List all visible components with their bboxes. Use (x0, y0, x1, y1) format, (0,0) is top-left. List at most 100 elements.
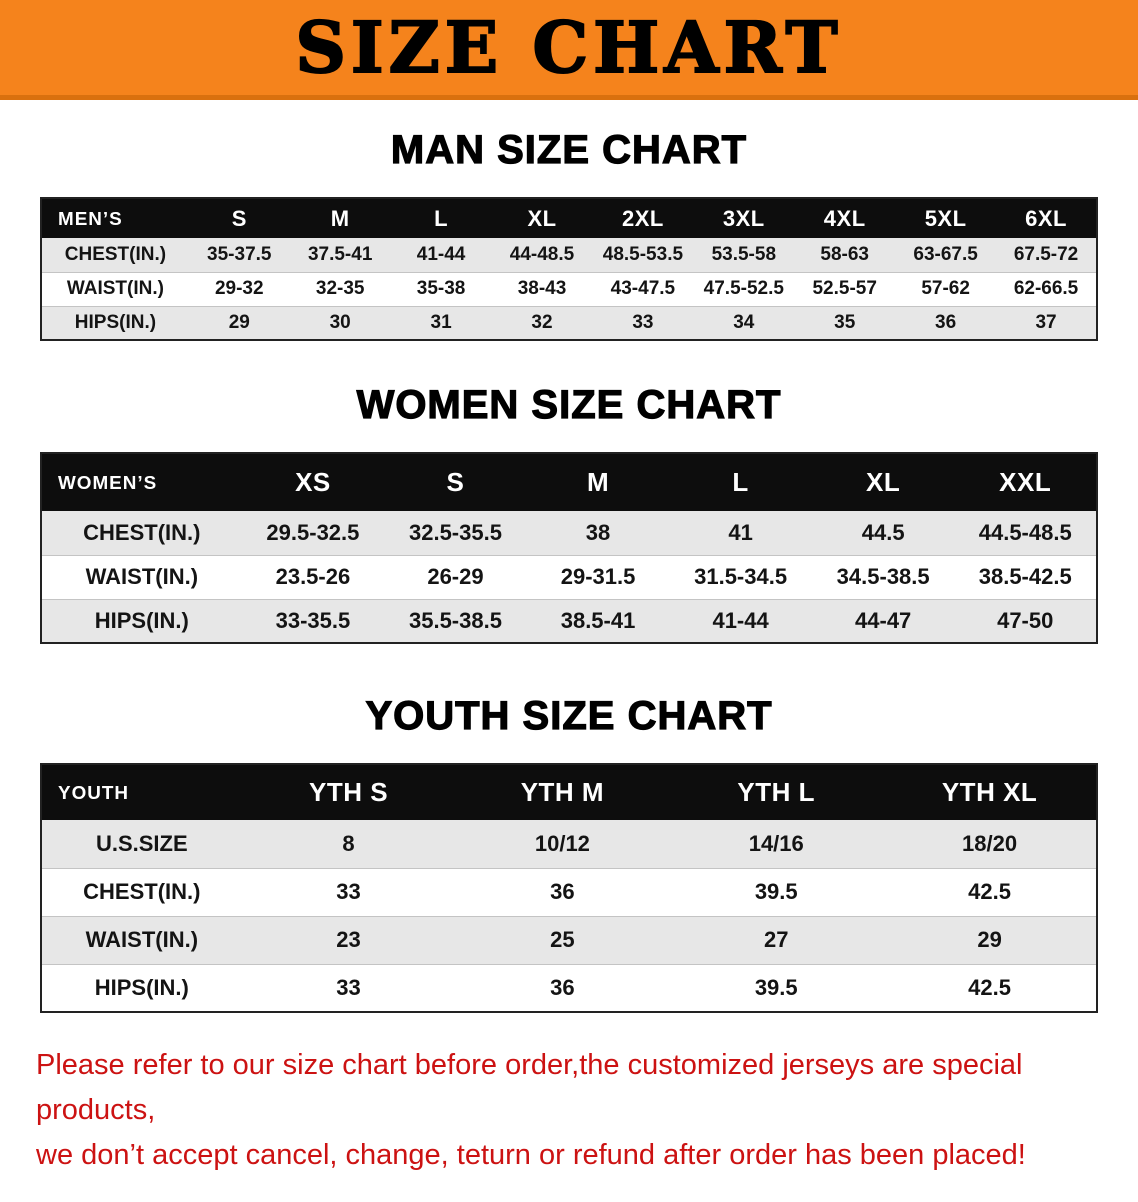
table-cell: 37 (996, 306, 1097, 341)
column-header: XL (491, 198, 593, 238)
row-label: HIPS(IN.) (41, 964, 242, 1013)
table-cell: 32-35 (289, 272, 391, 307)
header-row: YOUTH YTH S YTH M YTH L YTH XL (41, 764, 1097, 820)
header-row: MEN’S S M L XL 2XL 3XL 4XL 5XL 6XL (41, 198, 1097, 238)
table-cell: 36 (455, 964, 670, 1013)
table-cell: 44-47 (811, 599, 955, 644)
table-cell: 58-63 (794, 238, 896, 273)
table-cell: 23 (241, 916, 456, 965)
table-cell: 41-44 (669, 599, 812, 644)
row-label: U.S.SIZE (41, 820, 242, 869)
table-cell: 53.5-58 (693, 238, 795, 273)
table-cell: 42.5 (883, 868, 1097, 917)
table-cell: 25 (455, 916, 670, 965)
table-cell: 41-44 (390, 238, 492, 273)
table-cell: 31 (390, 306, 492, 341)
table-cell: 26-29 (384, 555, 527, 600)
table-cell: 47-50 (954, 599, 1097, 644)
column-header: L (390, 198, 492, 238)
table-row: HIPS(IN.) 33-35.5 35.5-38.5 38.5-41 41-44 44-… (41, 599, 1097, 644)
column-header: 5XL (895, 198, 997, 238)
table-cell: 52.5-57 (794, 272, 896, 307)
table-cell: 29.5-32.5 (241, 511, 385, 556)
header-row: WOMEN’S XS S M L XL XXL (41, 453, 1097, 511)
youth-section-heading: YOUTH SIZE CHART (365, 693, 773, 738)
table-cell: 32 (491, 306, 593, 341)
men-section: MAN SIZE CHART MEN’S S M L XL 2XL 3XL 4XL 5XL 6XL… (0, 127, 1138, 341)
row-label: WAIST(IN.) (41, 916, 242, 965)
table-cell: 31.5-34.5 (669, 555, 812, 600)
row-label: CHEST(IN.) (41, 511, 242, 556)
table-row: CHEST(IN.) 35-37.5 37.5-41 41-44 44-48.5 48.5… (41, 238, 1097, 273)
table-cell: 8 (241, 820, 456, 869)
table-cell: 34 (693, 306, 795, 341)
table-title-cell: YOUTH (41, 764, 242, 820)
table-cell: 29-32 (188, 272, 290, 307)
table-cell: 44-48.5 (491, 238, 593, 273)
column-header: 6XL (996, 198, 1097, 238)
youth-section: YOUTH SIZE CHART YOUTH YTH S YTH M YTH L YTH… (0, 693, 1138, 1013)
column-header: 3XL (693, 198, 795, 238)
table-cell: 42.5 (883, 964, 1097, 1013)
column-header: YTH XL (883, 764, 1097, 820)
table-cell: 57-62 (895, 272, 997, 307)
table-cell: 30 (289, 306, 391, 341)
table-cell: 44.5 (811, 511, 955, 556)
table-cell: 35-37.5 (188, 238, 290, 273)
table-cell: 43-47.5 (592, 272, 694, 307)
column-header: S (188, 198, 290, 238)
table-cell: 39.5 (669, 964, 884, 1013)
table-row: HIPS(IN.) 33 36 39.5 42.5 (41, 964, 1097, 1013)
banner: SIZE CHART (0, 0, 1138, 100)
table-cell: 67.5-72 (996, 238, 1097, 273)
table-cell: 10/12 (455, 820, 670, 869)
table-cell: 32.5-35.5 (384, 511, 527, 556)
table-cell: 34.5-38.5 (811, 555, 955, 600)
table-cell: 35-38 (390, 272, 492, 307)
table-cell: 44.5-48.5 (954, 511, 1097, 556)
table-cell: 33 (241, 964, 456, 1013)
table-cell: 36 (455, 868, 670, 917)
column-header: YTH L (669, 764, 884, 820)
youth-size-table: YOUTH YTH S YTH M YTH L YTH XL U.S.SIZE 8 10/12… (40, 763, 1098, 1013)
column-header: XS (241, 453, 385, 511)
page-title: SIZE CHART (294, 5, 843, 89)
table-cell: 29-31.5 (526, 555, 670, 600)
table-cell: 38.5-41 (526, 599, 670, 644)
disclaimer-line-1: Please refer to our size chart before or… (36, 1049, 1023, 1126)
table-cell: 35 (794, 306, 896, 341)
women-size-table: WOMEN’S XS S M L XL XXL CHEST(IN.) 29.5-32.5 32.5… (40, 452, 1098, 644)
table-cell: 29 (883, 916, 1097, 965)
table-cell: 33 (241, 868, 456, 917)
table-title-cell: MEN’S (41, 198, 189, 238)
disclaimer: Please refer to our size chart before or… (36, 1043, 1102, 1178)
men-size-table: MEN’S S M L XL 2XL 3XL 4XL 5XL 6XL CHEST(IN.) 35-37… (40, 197, 1098, 341)
table-cell: 23.5-26 (241, 555, 385, 600)
column-header: YTH S (241, 764, 456, 820)
women-section-heading: WOMEN SIZE CHART (356, 382, 782, 427)
table-title-cell: WOMEN’S (41, 453, 242, 511)
table-cell: 62-66.5 (996, 272, 1097, 307)
table-cell: 37.5-41 (289, 238, 391, 273)
row-label: WAIST(IN.) (41, 555, 242, 600)
table-cell: 41 (669, 511, 812, 556)
table-cell: 38-43 (491, 272, 593, 307)
table-cell: 38.5-42.5 (954, 555, 1097, 600)
men-section-heading: MAN SIZE CHART (390, 127, 748, 172)
column-header: YTH M (455, 764, 670, 820)
column-header: S (384, 453, 527, 511)
table-cell: 33 (592, 306, 694, 341)
table-row: WAIST(IN.) 29-32 32-35 35-38 38-43 43-47.5 47.… (41, 272, 1097, 307)
table-cell: 47.5-52.5 (693, 272, 795, 307)
table-cell: 48.5-53.5 (592, 238, 694, 273)
table-cell: 63-67.5 (895, 238, 997, 273)
column-header: XXL (954, 453, 1097, 511)
table-cell: 39.5 (669, 868, 884, 917)
column-header: 4XL (794, 198, 896, 238)
table-cell: 18/20 (883, 820, 1097, 869)
table-cell: 29 (188, 306, 290, 341)
table-row: WAIST(IN.) 23.5-26 26-29 29-31.5 31.5-34.5 34… (41, 555, 1097, 600)
column-header: M (526, 453, 670, 511)
table-row: WAIST(IN.) 23 25 27 29 (41, 916, 1097, 965)
